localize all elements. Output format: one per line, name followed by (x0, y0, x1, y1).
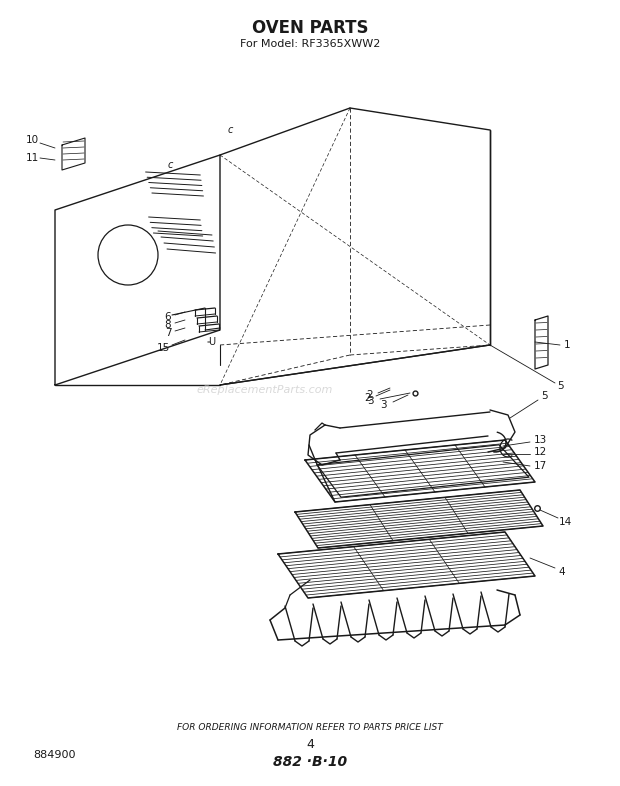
Text: c: c (167, 160, 173, 170)
Text: eReplacementParts.com: eReplacementParts.com (197, 385, 333, 395)
Text: 3: 3 (379, 400, 386, 410)
Text: 13: 13 (533, 435, 547, 445)
Text: 10: 10 (25, 135, 38, 145)
Text: 2: 2 (366, 390, 373, 400)
Text: 3: 3 (366, 396, 373, 406)
Text: 6: 6 (165, 312, 171, 322)
Text: 1: 1 (564, 340, 570, 350)
Text: 15: 15 (156, 343, 170, 353)
Text: 11: 11 (25, 153, 38, 163)
Text: For Model: RF3365XWW2: For Model: RF3365XWW2 (240, 39, 380, 49)
Text: 14: 14 (559, 517, 572, 527)
Text: 4: 4 (306, 739, 314, 751)
Text: 5: 5 (541, 391, 547, 401)
Text: 7: 7 (165, 328, 171, 338)
Text: OVEN PARTS: OVEN PARTS (252, 19, 368, 37)
Text: FOR ORDERING INFORMATION REFER TO PARTS PRICE LIST: FOR ORDERING INFORMATION REFER TO PARTS … (177, 723, 443, 733)
Text: 882 ·B·10: 882 ·B·10 (273, 755, 347, 769)
Text: 8: 8 (165, 320, 171, 330)
Text: 4: 4 (559, 567, 565, 577)
Text: 5: 5 (557, 381, 564, 391)
Text: 17: 17 (533, 461, 547, 471)
Text: 2: 2 (365, 393, 371, 403)
Text: c: c (228, 125, 232, 135)
Text: U: U (208, 337, 215, 347)
Text: 884900: 884900 (33, 750, 76, 760)
Text: 12: 12 (533, 447, 547, 457)
